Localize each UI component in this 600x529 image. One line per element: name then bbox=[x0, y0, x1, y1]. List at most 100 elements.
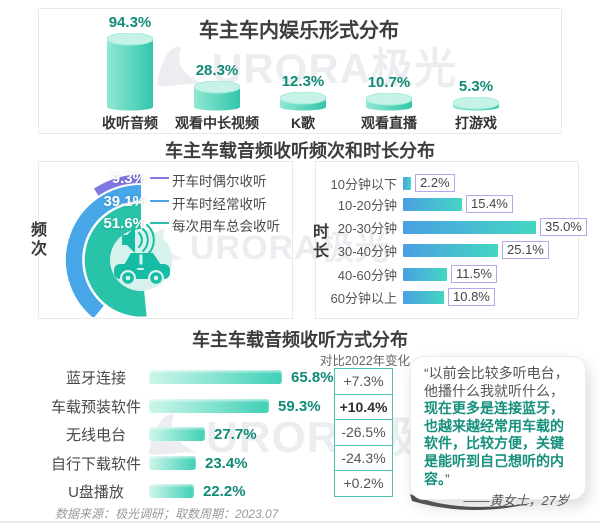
duration-category-label: 10分钟以下 bbox=[330, 176, 397, 192]
bar-category-label: 观看直播 bbox=[361, 115, 417, 131]
entertainment-bar: 12.3% K歌 bbox=[258, 9, 348, 133]
frequency-panel bbox=[38, 161, 293, 319]
entertainment-bar: 28.3% 观看中长视频 bbox=[172, 9, 262, 133]
donut-segment-often bbox=[65, 184, 142, 317]
change-vs-2022-header: 对比2022年变化 bbox=[319, 354, 411, 368]
duration-bar bbox=[403, 197, 462, 211]
user-quote-bubble: “以前会比较多听电台，他播什么我就听什么，现在更多是连接蓝牙，也越来越经常用车载… bbox=[410, 356, 586, 508]
quote-text: “以前会比较多听电台，他播什么我就听什么，现在更多是连接蓝牙，也越来越经常用车载… bbox=[424, 365, 573, 488]
method-value-label: 59.3% bbox=[278, 397, 321, 415]
method-category-label: U盘播放 bbox=[68, 483, 124, 501]
quote-teal-part: 现在更多是连接蓝牙，也越来越经常用车载的软件，比较方便，关键是能听到自己想听的内… bbox=[424, 400, 564, 487]
method-value-label: 65.8% bbox=[291, 368, 334, 386]
legend-connector-line bbox=[150, 177, 169, 179]
quote-attribution: ——黄女士，27岁 bbox=[463, 493, 569, 509]
duration-value-box: 11.5% bbox=[451, 265, 497, 283]
freq-duration-title: 车主车载音频收听频次和时长分布 bbox=[165, 141, 435, 161]
duration-row: 40-60分钟 11.5% bbox=[321, 263, 497, 285]
duration-bar bbox=[403, 176, 411, 190]
quote-close: ” bbox=[445, 470, 450, 487]
method-bar bbox=[149, 370, 282, 384]
duration-category-label: 10-20分钟 bbox=[337, 197, 397, 213]
change-cell: -26.5% bbox=[334, 419, 393, 446]
method-value-label: 22.2% bbox=[203, 482, 246, 500]
entertainment-title: 车主车内娱乐形式分布 bbox=[199, 20, 399, 42]
change-cell: +7.3% bbox=[334, 368, 393, 395]
method-value-label: 23.4% bbox=[205, 454, 248, 472]
method-bar bbox=[149, 456, 196, 470]
method-row: 车载预装软件 59.3% bbox=[46, 395, 321, 417]
method-bar bbox=[149, 484, 194, 498]
method-category-label: 车载预装软件 bbox=[50, 398, 141, 416]
duration-value-box: 2.2% bbox=[415, 174, 455, 192]
duration-value-box: 25.1% bbox=[502, 241, 549, 259]
duration-row: 10分钟以下 2.2% bbox=[321, 172, 455, 194]
entertainment-bar: 5.3% 打游戏 bbox=[431, 9, 521, 133]
car-speaker-icon bbox=[114, 224, 170, 286]
donut-value-label: 9.3% bbox=[111, 170, 146, 187]
entertainment-bar: 10.7% 观看直播 bbox=[344, 9, 434, 133]
change-cell: +0.2% bbox=[334, 470, 393, 497]
duration-row: 30-40分钟 25.1% bbox=[321, 239, 549, 261]
entertainment-bar: 94.3% 收听音频 bbox=[85, 9, 175, 133]
cylinder-bar bbox=[107, 33, 153, 111]
cylinder-bar bbox=[366, 93, 412, 111]
cylinder-bar bbox=[453, 97, 499, 111]
change-vs-2022-table: +7.3% +10.4% -26.5% -24.3% +0.2% bbox=[334, 368, 393, 497]
legend-connector-line bbox=[150, 199, 169, 202]
method-row: 自行下载软件 23.4% bbox=[46, 452, 248, 474]
duration-value-box: 35.0% bbox=[540, 218, 587, 236]
cylinder-bar bbox=[280, 92, 326, 111]
legend-connector-line bbox=[150, 222, 169, 224]
method-bar bbox=[149, 399, 269, 413]
duration-panel bbox=[315, 161, 579, 319]
method-value-label: 27.7% bbox=[214, 425, 257, 443]
duration-value-box: 15.4% bbox=[466, 195, 513, 213]
duration-value-box: 10.8% bbox=[448, 288, 495, 306]
duration-row: 20-30分钟 35.0% bbox=[321, 216, 587, 238]
bar-category-label: 观看中长视频 bbox=[175, 115, 259, 131]
quote-gray-part: 以前会比较多听电台，他播什么我就听什么， bbox=[424, 365, 569, 399]
donut-value-label: 39.1% bbox=[103, 192, 146, 210]
bar-value-label: 5.3% bbox=[458, 78, 494, 95]
change-cell: +10.4% bbox=[334, 393, 393, 421]
methods-title: 车主车载音频收听方式分布 bbox=[192, 330, 408, 350]
frequency-donut-chart bbox=[63, 172, 172, 317]
method-row: U盘播放 22.2% bbox=[46, 480, 246, 502]
method-category-label: 蓝牙连接 bbox=[65, 369, 126, 387]
method-bar bbox=[149, 427, 205, 441]
bar-category-label: 收听音频 bbox=[102, 115, 158, 131]
donut-legend-item: 每次用车总会收听 bbox=[172, 219, 280, 234]
bottom-divider bbox=[0, 521, 600, 523]
donut-segment-always bbox=[84, 203, 147, 317]
method-row: 无线电台 27.7% bbox=[46, 423, 257, 445]
duration-category-label: 60分钟以上 bbox=[330, 290, 397, 306]
method-category-label: 自行下载软件 bbox=[50, 455, 141, 473]
bar-category-label: 打游戏 bbox=[455, 115, 497, 131]
duration-bar bbox=[403, 290, 444, 304]
entertainment-panel: 车主车内娱乐形式分布 94.3% 收听音频 28.3% 观看中长视频 12.3% K歌 10… bbox=[38, 8, 562, 134]
donut-legend-item: 开车时偶尔收听 bbox=[172, 174, 267, 189]
data-source-note: 数据来源：极光调研；取数周期：2023.07 bbox=[55, 507, 279, 521]
quote-shadow-swoosh bbox=[410, 494, 533, 511]
frequency-side-label: 频次 bbox=[28, 221, 45, 259]
duration-row: 10-20分钟 15.4% bbox=[321, 193, 513, 215]
method-row: 蓝牙连接 65.8% bbox=[46, 366, 334, 388]
duration-bar bbox=[403, 267, 447, 281]
bar-category-label: K歌 bbox=[290, 115, 316, 131]
quote-open: “ bbox=[424, 365, 429, 381]
bar-value-label: 28.3% bbox=[195, 62, 239, 79]
duration-category-label: 40-60分钟 bbox=[337, 267, 397, 283]
change-cell: -24.3% bbox=[334, 444, 393, 472]
bar-value-label: 12.3% bbox=[281, 73, 325, 90]
donut-value-label: 51.6% bbox=[103, 215, 146, 232]
donut-legend-item: 开车时经常收听 bbox=[172, 196, 267, 212]
duration-bar bbox=[403, 243, 498, 257]
duration-category-label: 30-40分钟 bbox=[337, 243, 397, 259]
duration-category-label: 20-30分钟 bbox=[337, 220, 397, 236]
duration-bar bbox=[403, 220, 536, 234]
cylinder-bar bbox=[194, 81, 240, 111]
bar-value-label: 94.3% bbox=[108, 14, 152, 31]
method-category-label: 无线电台 bbox=[65, 426, 126, 444]
